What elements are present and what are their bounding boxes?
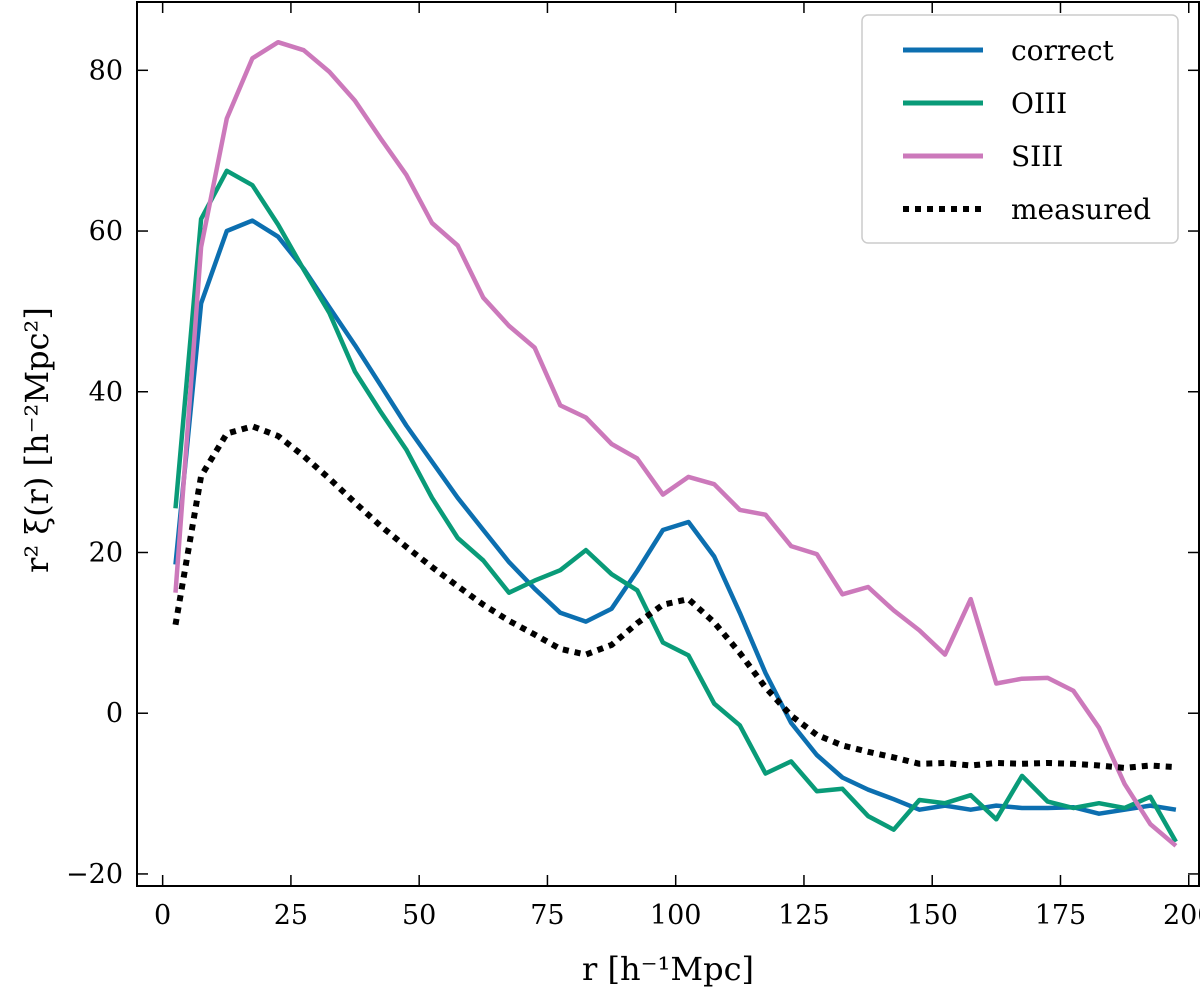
series-line-measured <box>172 423 1177 771</box>
series-line-siii <box>173 39 1178 848</box>
x-axis-label: r [h⁻¹Mpc] <box>582 950 754 988</box>
x-tick-label-200: 200 <box>1163 900 1200 931</box>
x-tick-label-0: 0 <box>154 900 171 931</box>
y-axis-ticks: −20 0 20 40 60 80 <box>66 55 1199 890</box>
y-axis-label: r² ξ(r) [h⁻²Mpc²] <box>18 307 56 573</box>
x-tick-label-100: 100 <box>650 900 702 931</box>
x-tick-label-125: 125 <box>778 900 830 931</box>
legend-label-correct: correct <box>1011 34 1115 67</box>
x-tick-label-25: 25 <box>274 900 308 931</box>
y-tick-label-80: 80 <box>89 55 123 86</box>
legend-label-measured: measured <box>1011 193 1151 226</box>
legend-label-oiii: OIII <box>1011 87 1067 120</box>
x-axis-ticks: 0 25 50 75 100 125 150 175 200 <box>154 2 1200 931</box>
y-tick-label--20: −20 <box>66 859 123 890</box>
y-tick-label-20: 20 <box>89 537 123 568</box>
y-tick-label-60: 60 <box>89 216 123 247</box>
x-tick-label-175: 175 <box>1035 900 1087 931</box>
x-tick-label-50: 50 <box>402 900 436 931</box>
x-tick-label-75: 75 <box>530 900 564 931</box>
y-tick-label-40: 40 <box>89 377 123 408</box>
series-line-correct <box>173 218 1177 816</box>
legend-box <box>861 14 1179 244</box>
y-tick-label-0: 0 <box>106 698 123 729</box>
legend-label-siii: SIII <box>1011 140 1063 173</box>
series-lines <box>172 39 1178 848</box>
x-tick-label-150: 150 <box>906 900 958 931</box>
series-line-oiii <box>173 168 1178 843</box>
plot-frame <box>136 1 1200 887</box>
legend: correct OIII SIII measured <box>861 14 1179 244</box>
